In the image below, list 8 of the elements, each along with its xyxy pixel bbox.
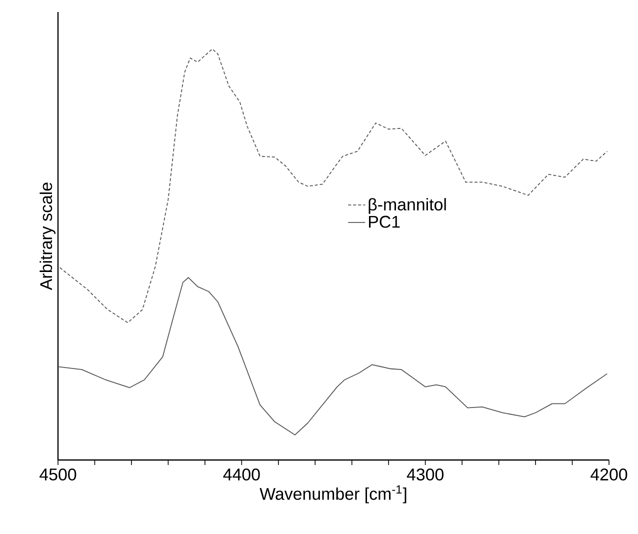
x-tick-label: 4200 [590,468,628,480]
x-tick-label: 4400 [223,468,260,480]
x-tick-label: 4300 [406,468,444,480]
legend-label: β-mannitol [368,198,446,214]
x-tick-label: 4500 [40,468,76,480]
y-axis-title: Arbitrary scale [40,182,56,290]
legend-label: PC1 [368,216,400,228]
x-axis-title: Wavenumber [cm$^{-1}$] [260,485,406,504]
